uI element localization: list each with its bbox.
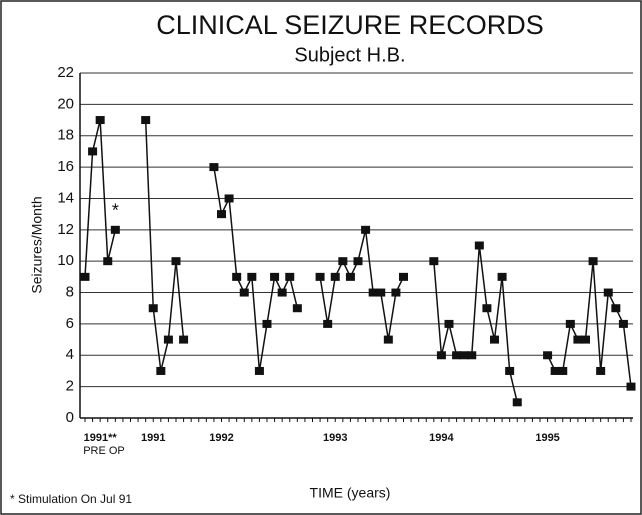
- data-point: [391, 288, 401, 297]
- data-point: [611, 304, 621, 313]
- data-point: [626, 382, 636, 391]
- data-point: [368, 288, 378, 297]
- data-point: [285, 272, 295, 281]
- data-point: [217, 210, 226, 219]
- data-point: [444, 319, 454, 328]
- x-tick-label: 1991**: [84, 432, 118, 444]
- data-point: [603, 288, 613, 297]
- y-tick-label: 22: [57, 64, 74, 81]
- x-tick-label: 1994: [429, 432, 454, 444]
- data-point: [292, 304, 302, 313]
- x-tick-label: 1993: [323, 432, 347, 444]
- data-point: [277, 288, 287, 297]
- data-point: [239, 288, 249, 297]
- data-point: [361, 225, 371, 234]
- y-tick-label: 20: [57, 95, 74, 112]
- data-point: [543, 351, 553, 360]
- data-point: [573, 335, 583, 344]
- data-point: [376, 288, 386, 297]
- data-point: [148, 304, 158, 313]
- y-tick-label: 10: [57, 252, 74, 269]
- y-tick-label: 8: [66, 284, 74, 301]
- data-point: [163, 335, 173, 344]
- y-tick-label: 14: [57, 189, 74, 206]
- data-point: [452, 351, 462, 360]
- pre-op-label: PRE OP: [83, 445, 125, 457]
- data-point: [383, 335, 393, 344]
- data-point: [270, 272, 280, 281]
- data-point: [490, 335, 499, 344]
- y-tick-label: 16: [57, 158, 74, 175]
- data-point: [232, 272, 242, 281]
- data-point: [596, 366, 606, 375]
- data-point: [95, 116, 105, 125]
- x-tick-label: 1992: [209, 432, 233, 444]
- data-point: [512, 398, 522, 407]
- y-tick-label: 0: [66, 409, 74, 426]
- y-tick-label: 18: [57, 127, 74, 144]
- data-point: [262, 319, 272, 328]
- data-point: [353, 257, 363, 266]
- y-tick-label: 12: [57, 221, 74, 238]
- data-point: [588, 257, 598, 266]
- footnote: * Stimulation On Jul 91: [10, 492, 132, 506]
- data-point: [88, 147, 98, 156]
- data-point: [156, 366, 166, 375]
- data-point: [399, 272, 408, 281]
- data-point: [179, 335, 189, 344]
- data-point: [209, 163, 219, 172]
- data-point: [315, 272, 325, 281]
- data-point: [103, 257, 113, 266]
- chart-subtitle: Subject H.B.: [294, 44, 405, 66]
- data-point: [224, 194, 234, 203]
- data-point: [171, 257, 181, 266]
- data-point: [558, 366, 568, 375]
- data-point: [459, 351, 469, 360]
- x-axis-label: TIME (years): [310, 485, 391, 501]
- data-point: [338, 257, 348, 266]
- y-tick-label: 4: [66, 346, 74, 363]
- y-tick-label: 2: [66, 378, 74, 395]
- data-point: [141, 116, 151, 125]
- data-point: [247, 272, 257, 281]
- data-point: [482, 304, 492, 313]
- data-point: [323, 319, 333, 328]
- data-point: [345, 272, 355, 281]
- data-point: [618, 319, 628, 328]
- data-point: [505, 366, 515, 375]
- data-point: [80, 272, 90, 281]
- data-point: [497, 272, 507, 281]
- data-point: [330, 272, 340, 281]
- data-point: [467, 351, 477, 360]
- data-point: [110, 225, 120, 234]
- data-point: [429, 257, 439, 266]
- data-point: [436, 351, 446, 360]
- asterisk: *: [112, 201, 119, 221]
- data-point: [474, 241, 484, 250]
- data-point: [550, 366, 560, 375]
- x-tick-label: 1991: [141, 432, 165, 444]
- y-tick-label: 6: [66, 315, 74, 332]
- chart-title: CLINICAL SEIZURE RECORDS: [156, 10, 544, 40]
- data-point: [565, 319, 575, 328]
- x-tick-label: 1995: [535, 432, 559, 444]
- data-point: [254, 366, 264, 375]
- y-axis-label: Seizures/Month: [29, 196, 45, 293]
- data-point: [581, 335, 590, 344]
